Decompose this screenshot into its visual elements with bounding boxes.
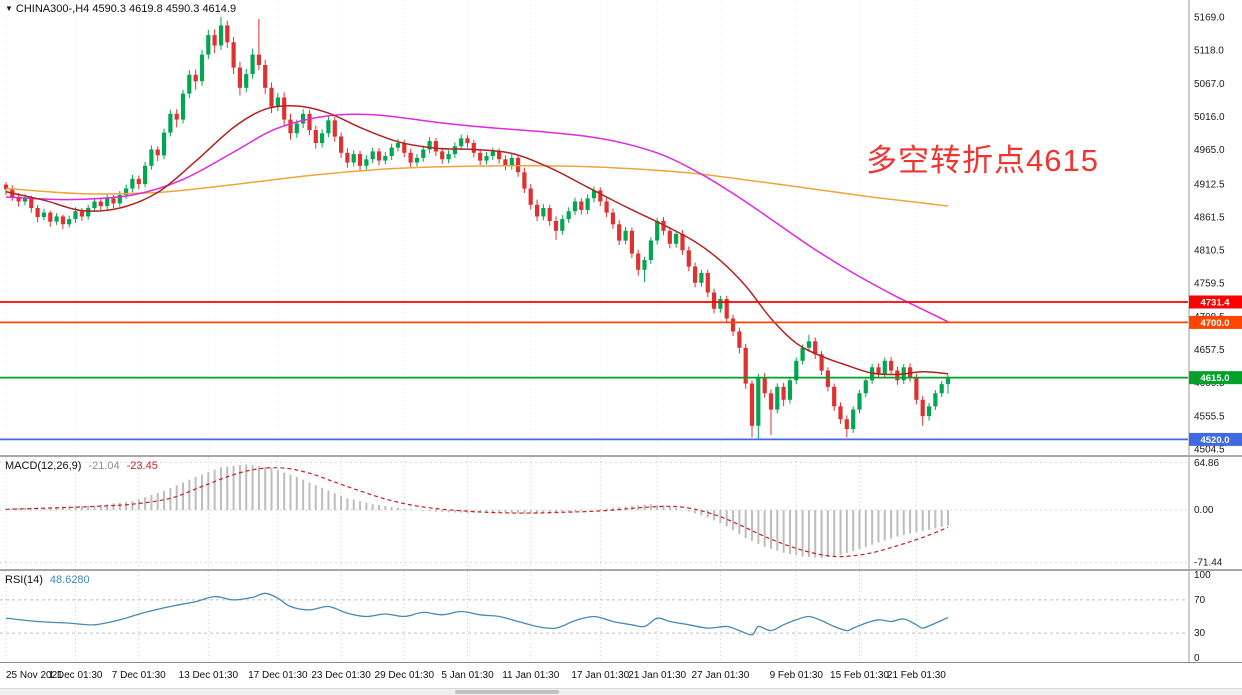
time-label: 23 Dec 01:30 xyxy=(311,670,371,681)
panel-separator-macd[interactable] xyxy=(0,455,1242,457)
annotation-text: 多空转折点4615 xyxy=(866,143,1099,178)
svg-text:4731.4: 4731.4 xyxy=(1200,297,1230,308)
time-label: 17 Jan 01:30 xyxy=(571,670,630,681)
svg-text:64.86: 64.86 xyxy=(1194,458,1219,469)
time-label: 5 Jan 01:30 xyxy=(441,670,494,681)
time-label: 29 Dec 01:30 xyxy=(374,670,435,681)
time-label: 7 Dec 01:30 xyxy=(111,670,166,681)
svg-text:4965.0: 4965.0 xyxy=(1194,145,1225,156)
svg-text:100: 100 xyxy=(1194,571,1211,581)
rsi-line xyxy=(5,592,949,636)
time-label: 25 Nov 2021 xyxy=(6,670,63,681)
vertical-gridlines xyxy=(5,0,917,455)
rsi-name: RSI(14) xyxy=(5,574,43,586)
rsi-grid-and-axis: 100 70 30 0 xyxy=(0,571,1211,662)
time-label: 1 Dec 01:30 xyxy=(48,670,103,681)
macd-value-main: -21.04 xyxy=(88,460,120,472)
vertical-gridlines xyxy=(5,457,917,569)
svg-text:4810.5: 4810.5 xyxy=(1194,246,1225,257)
svg-text:0: 0 xyxy=(1194,653,1200,662)
svg-text:0.00: 0.00 xyxy=(1194,505,1214,516)
macd-name: MACD(12,26,9) xyxy=(5,460,82,472)
time-axis[interactable]: 25 Nov 2021 1 Dec 01:30 7 Dec 01:30 13 Dec … xyxy=(0,662,1242,688)
svg-text:4615.0: 4615.0 xyxy=(1200,373,1229,384)
price-axis[interactable]: 5169.0 5118.0 5067.0 5016.0 4965.0 4912.5 4861… xyxy=(1194,13,1225,455)
vertical-gridlines xyxy=(5,571,917,662)
macd-value-signal: -23.45 xyxy=(126,460,158,472)
time-label: 27 Jan 01:30 xyxy=(691,670,750,681)
time-label: 9 Feb 01:30 xyxy=(769,670,823,681)
svg-text:70: 70 xyxy=(1194,595,1206,606)
rsi-panel[interactable]: 100 70 30 0 RSI(14) 48.6280 xyxy=(0,571,1242,662)
rsi-value: 48.6280 xyxy=(49,574,90,586)
svg-text:4759.5: 4759.5 xyxy=(1194,279,1225,290)
svg-text:5016.0: 5016.0 xyxy=(1194,112,1225,123)
time-label: 21 Jan 01:30 xyxy=(628,670,687,681)
horizontal-level-lines[interactable]: 4731.4 4700.0 4615.0 4520.0 xyxy=(0,295,1242,446)
svg-text:30: 30 xyxy=(1194,628,1206,639)
moving-average-lines xyxy=(5,104,949,376)
svg-text:-71.44: -71.44 xyxy=(1194,558,1223,569)
svg-text:4504.5: 4504.5 xyxy=(1194,444,1225,455)
ma-mid xyxy=(5,113,949,323)
time-label: 21 Feb 01:30 xyxy=(886,670,946,681)
symbol-ohlc-label: ▼ CHINA300-,H4 4590.3 4619.8 4590.3 4614.… xyxy=(5,3,236,15)
macd-histogram xyxy=(5,464,949,558)
macd-label: MACD(12,26,9) -21.04 -23.45 xyxy=(5,460,158,472)
svg-text:4912.5: 4912.5 xyxy=(1194,179,1225,190)
svg-text:5169.0: 5169.0 xyxy=(1194,13,1225,24)
macd-signal-line xyxy=(5,467,949,558)
svg-text:4555.5: 4555.5 xyxy=(1194,411,1225,422)
svg-text:4657.5: 4657.5 xyxy=(1194,345,1225,356)
svg-text:4700.0: 4700.0 xyxy=(1200,318,1229,329)
svg-text:5118.0: 5118.0 xyxy=(1194,46,1224,57)
candles-layer xyxy=(3,16,951,439)
macd-panel[interactable]: 64.86 0.00 -71.44 MACD(12,26,9) -21.04 -23.4… xyxy=(0,457,1242,569)
panel-separator-rsi[interactable] xyxy=(0,569,1242,571)
horizontal-scrollbar[interactable] xyxy=(0,688,1242,695)
ma-fast xyxy=(5,104,949,376)
svg-text:4520.0: 4520.0 xyxy=(1200,435,1229,446)
time-label: 13 Dec 01:30 xyxy=(178,670,239,681)
time-label: 15 Feb 01:30 xyxy=(830,670,889,681)
price-chart-svg: 5169.0 5118.0 5067.0 5016.0 4965.0 4912.5 4861… xyxy=(0,0,1242,455)
rsi-label: RSI(14) 48.6280 xyxy=(5,574,90,586)
scrollbar-thumb[interactable] xyxy=(455,690,559,694)
svg-text:4861.5: 4861.5 xyxy=(1194,212,1225,223)
time-label: 17 Dec 01:30 xyxy=(248,670,308,681)
macd-grid-and-axis: 64.86 0.00 -71.44 xyxy=(0,458,1223,569)
ma-slow xyxy=(5,164,949,207)
price-chart-panel[interactable]: 5169.0 5118.0 5067.0 5016.0 4965.0 4912.5 4861… xyxy=(0,0,1242,455)
collapse-arrow-icon[interactable]: ▼ xyxy=(5,4,13,13)
macd-svg: 64.86 0.00 -71.44 xyxy=(0,457,1223,569)
time-label: 11 Jan 01:30 xyxy=(502,670,560,681)
svg-text:5067.0: 5067.0 xyxy=(1194,79,1225,90)
rsi-svg: 100 70 30 0 xyxy=(0,571,1211,662)
symbol-line-text: CHINA300-,H4 4590.3 4619.8 4590.3 4614.9 xyxy=(15,3,237,15)
